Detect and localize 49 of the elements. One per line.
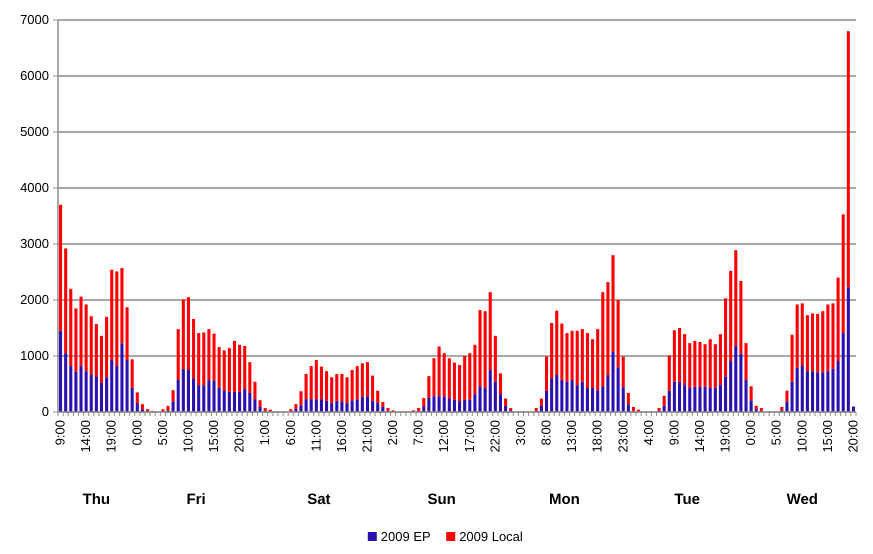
text: Sun	[427, 491, 456, 508]
x-tick-label: 16:00	[334, 420, 349, 453]
y-tick-label: 7000	[20, 12, 49, 27]
x-tick-label: 10:00	[180, 420, 196, 453]
legend-label: 2009 Local	[459, 529, 523, 544]
x-tick-label: 5:00	[154, 420, 170, 446]
x-tick-label: 12:00	[436, 420, 452, 453]
x-tick-label: 1:00	[257, 420, 272, 446]
x-tick-label: 19:00	[718, 420, 733, 453]
x-tick-label: 9:00	[52, 420, 68, 446]
x-tick-label: 5:00	[768, 420, 784, 446]
text: Sat	[307, 491, 331, 508]
x-tick-label: 0:00	[743, 420, 758, 446]
x-tick-label: 14:00	[692, 420, 707, 453]
y-tick-label: 2000	[20, 292, 49, 307]
x-tick-label: 7:00	[410, 420, 426, 446]
x-tick-label: 15:00	[820, 420, 835, 453]
y-tick-label: 5000	[20, 124, 49, 139]
text: Wed	[786, 491, 818, 508]
x-tick-label: 6:00	[282, 420, 298, 446]
x-tick-label: 23:00	[615, 420, 630, 453]
text: Thu	[82, 491, 110, 508]
text: Tue	[674, 491, 700, 508]
x-tick-label: 2:00	[385, 420, 400, 446]
x-tick-label: 15:00	[206, 420, 222, 453]
x-tick-label: 19:00	[104, 420, 119, 453]
x-tick-label: 4:00	[640, 420, 656, 446]
y-tick-label: 1000	[20, 348, 49, 363]
y-tick-label: 0	[42, 404, 49, 419]
y-tick-label: 3000	[20, 236, 49, 251]
text: Mon	[549, 491, 580, 508]
x-tick-label: 20:00	[232, 420, 247, 453]
x-tick-label: 20:00	[845, 420, 860, 453]
x-tick-label: 18:00	[590, 420, 605, 453]
x-tick-label: 21:00	[359, 420, 374, 453]
x-tick-label: 17:00	[462, 420, 477, 453]
x-tick-label: 3:00	[512, 420, 528, 446]
x-tick-label: 13:00	[564, 420, 580, 453]
y-tick-label: 4000	[20, 180, 49, 195]
x-tick-label: 0:00	[129, 420, 144, 446]
text: Fri	[186, 491, 206, 508]
legend-label: 2009 EP	[380, 529, 431, 544]
y-tick-label: 6000	[20, 68, 49, 83]
x-tick-label: 9:00	[666, 420, 682, 446]
x-tick-label: 10:00	[794, 420, 810, 453]
x-tick-label: 8:00	[538, 420, 554, 446]
x-tick-label: 22:00	[487, 420, 502, 453]
x-tick-label: 11:00	[308, 420, 324, 452]
x-tick-label: 14:00	[78, 420, 94, 453]
